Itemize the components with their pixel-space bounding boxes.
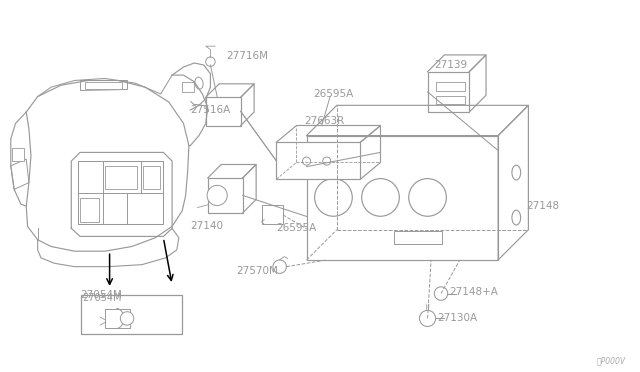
Circle shape	[315, 179, 352, 216]
Text: 27054M: 27054M	[80, 290, 122, 300]
Text: 27130A: 27130A	[438, 314, 478, 323]
Bar	[80, 198, 99, 222]
Bar	[105, 309, 131, 328]
Bar	[84, 82, 122, 89]
Polygon shape	[80, 80, 127, 90]
Bar	[394, 231, 442, 244]
Text: 27139: 27139	[435, 60, 467, 70]
Circle shape	[120, 312, 134, 325]
Text: 27716M: 27716M	[226, 51, 268, 61]
Text: 27054M: 27054M	[83, 293, 122, 302]
Bar	[81, 295, 182, 334]
Circle shape	[409, 179, 446, 216]
Bar	[12, 148, 24, 161]
Polygon shape	[11, 159, 29, 189]
Circle shape	[205, 57, 215, 66]
Bar	[205, 97, 241, 125]
Text: 27516A: 27516A	[190, 105, 230, 115]
Text: 27148: 27148	[526, 201, 559, 211]
Ellipse shape	[195, 77, 203, 89]
Text: 27570M: 27570M	[236, 266, 278, 276]
Text: 㰧P000V: 㰧P000V	[596, 356, 626, 365]
Bar	[262, 205, 283, 224]
Text: 27663R: 27663R	[305, 116, 345, 126]
Bar	[436, 83, 465, 90]
Bar	[208, 178, 243, 213]
Text: 27148+A: 27148+A	[450, 286, 499, 296]
Ellipse shape	[512, 210, 521, 225]
Bar	[307, 135, 498, 260]
Text: 27140: 27140	[190, 221, 223, 231]
Circle shape	[303, 157, 310, 165]
Ellipse shape	[512, 165, 521, 180]
Text: 26595A: 26595A	[276, 223, 317, 233]
Circle shape	[207, 185, 227, 205]
Bar	[143, 166, 160, 189]
Bar	[105, 166, 137, 189]
Circle shape	[323, 157, 331, 165]
Circle shape	[419, 310, 436, 327]
Bar	[436, 96, 465, 104]
Circle shape	[362, 179, 399, 216]
Text: 26595A: 26595A	[313, 89, 353, 99]
Bar	[428, 72, 469, 112]
Bar	[276, 142, 360, 179]
Circle shape	[435, 287, 448, 300]
Bar	[182, 82, 195, 92]
Circle shape	[273, 260, 286, 273]
